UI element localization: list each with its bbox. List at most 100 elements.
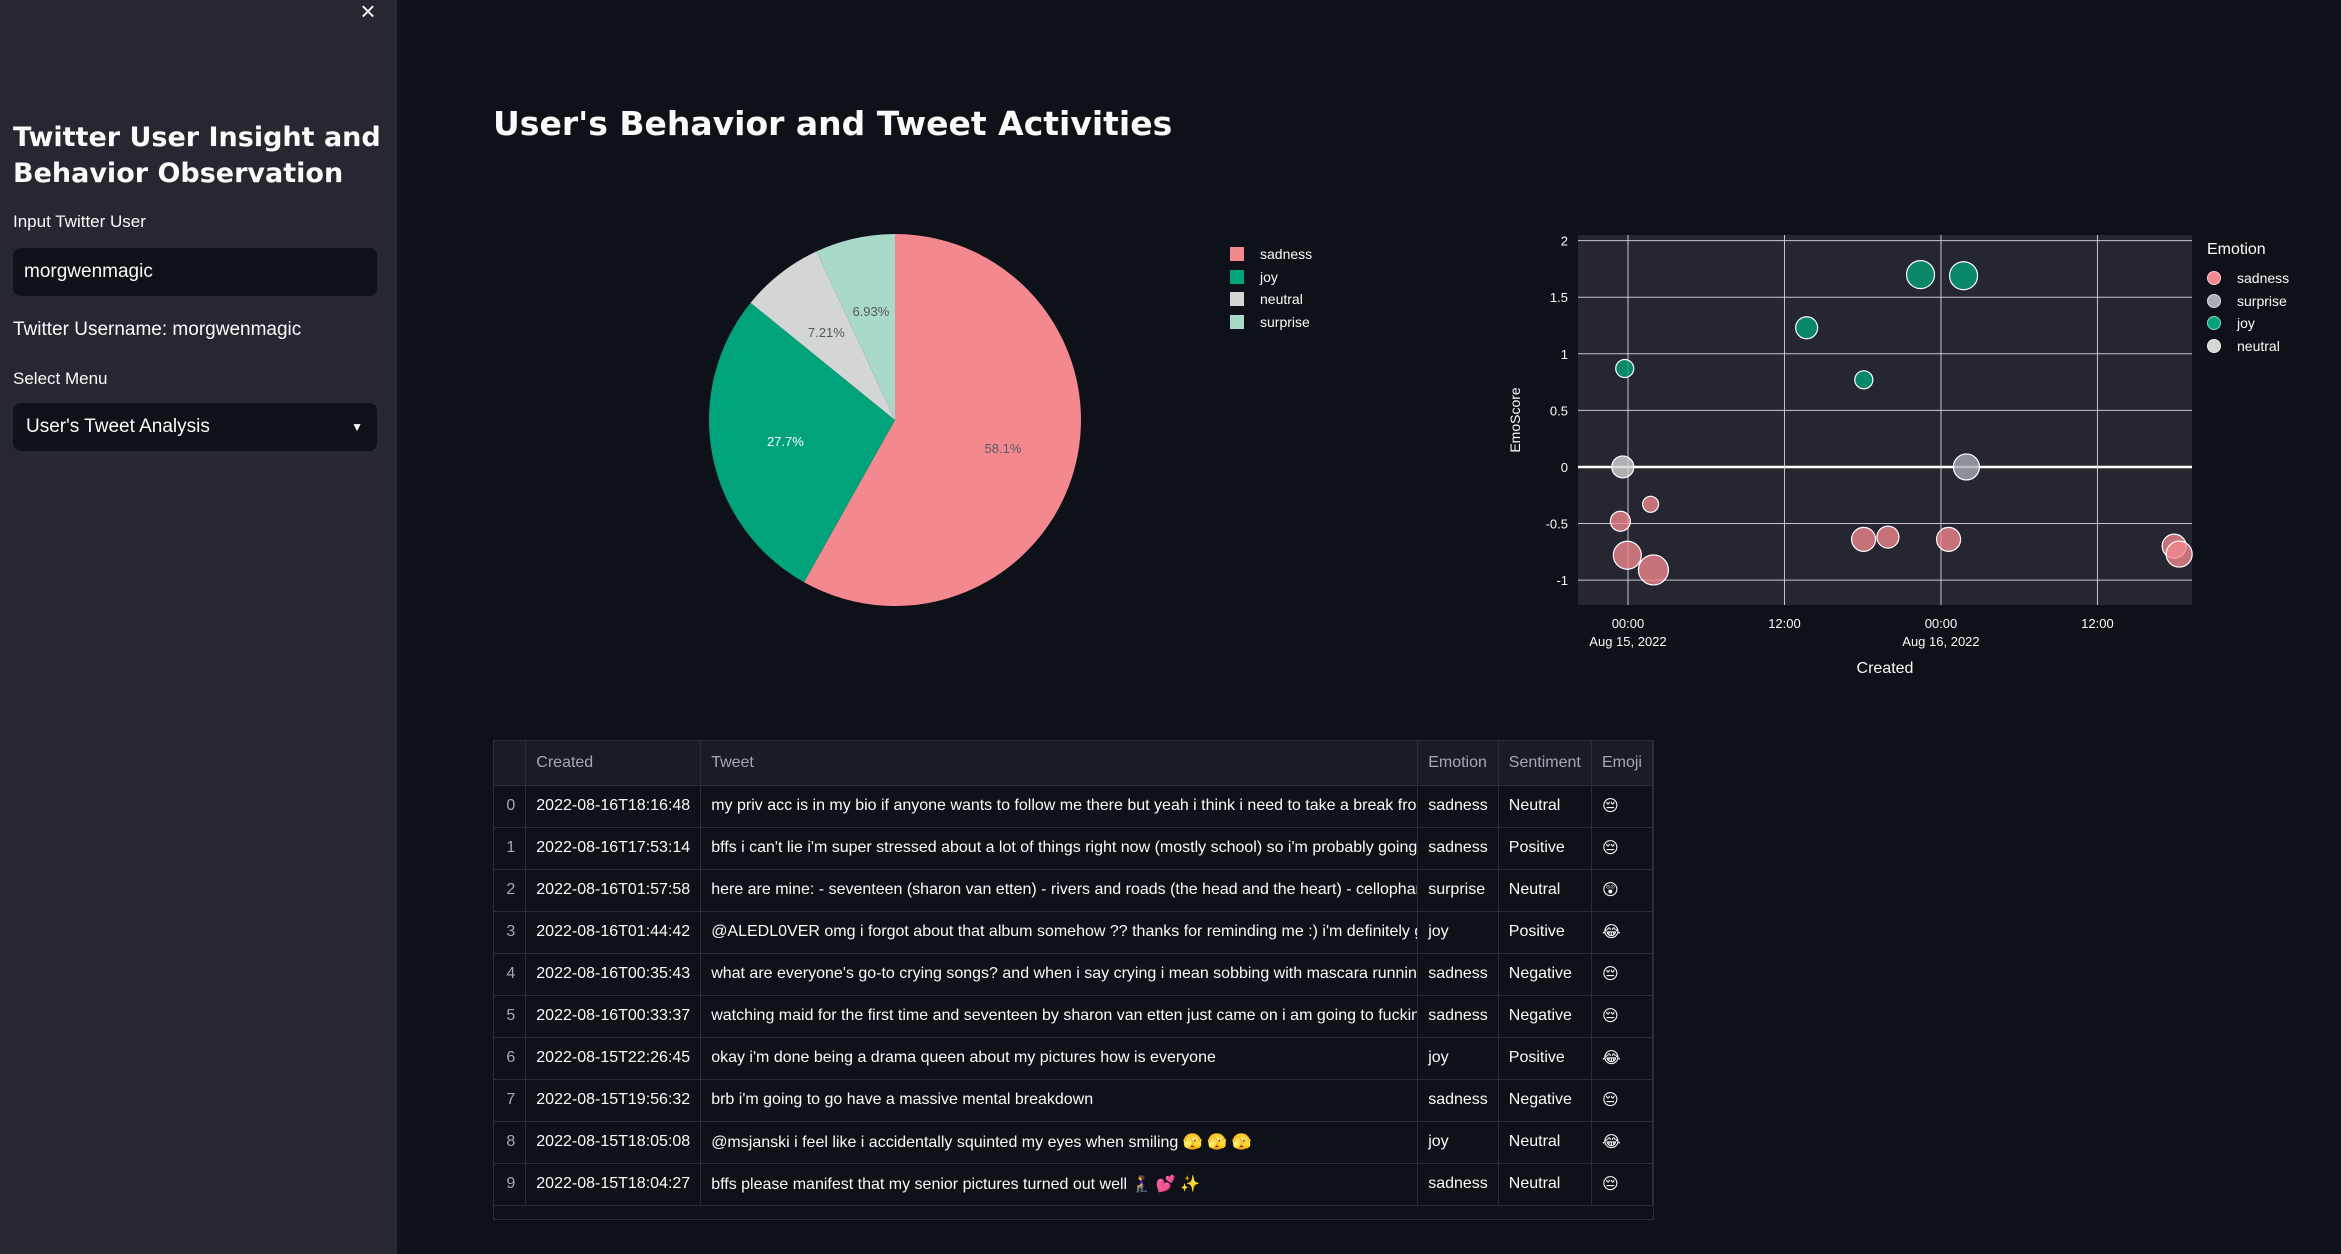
cell-tweet[interactable]: my priv acc is in my bio if anyone wants… — [700, 785, 1419, 828]
row-index[interactable]: 4 — [494, 953, 527, 996]
cell-tweet[interactable]: @msjanski i feel like i accidentally squ… — [700, 1121, 1419, 1164]
cell-emoji[interactable]: 😂 — [1591, 1037, 1653, 1080]
scatter-legend-item-joy[interactable]: joy — [2207, 312, 2289, 335]
column-header[interactable]: Tweet — [700, 741, 1419, 786]
pie-slice-sadness[interactable] — [804, 234, 1081, 606]
row-index[interactable]: 2 — [494, 869, 527, 912]
scatter-legend-item-surprise[interactable]: surprise — [2207, 290, 2289, 313]
pie-slice-neutral[interactable] — [750, 251, 895, 420]
cell-emotion[interactable]: sadness — [1417, 1079, 1499, 1122]
cell-emotion[interactable]: sadness — [1417, 785, 1499, 828]
cell-sentiment[interactable]: Negative — [1498, 1079, 1592, 1122]
cell-tweet[interactable]: here are mine: - seventeen (sharon van e… — [700, 869, 1419, 912]
cell-emoji[interactable]: 😲 — [1591, 869, 1653, 912]
cell-sentiment[interactable]: Neutral — [1498, 785, 1592, 828]
table-row[interactable]: 2 2022-08-16T01:57:58 here are mine: - sev… — [494, 869, 1653, 912]
scatter-point-sadness — [1935, 526, 1962, 552]
scatter-point-joy — [1615, 358, 1635, 379]
pie-slice-joy[interactable] — [709, 302, 895, 583]
column-header[interactable] — [494, 741, 527, 786]
cell-sentiment[interactable]: Neutral — [1498, 869, 1592, 912]
table-row[interactable]: 5 2022-08-16T00:33:37 watching maid for th… — [494, 995, 1653, 1038]
pie-legend-item-sadness[interactable]: sadness — [1230, 243, 1312, 266]
cell-tweet[interactable]: watching maid for the first time and sev… — [700, 995, 1419, 1038]
cell-emotion[interactable]: sadness — [1417, 827, 1499, 870]
column-header[interactable]: Created — [525, 741, 702, 786]
scatter-legend-item-neutral[interactable]: neutral — [2207, 335, 2289, 358]
twitter-user-input[interactable]: morgwenmagic — [13, 248, 377, 296]
cell-emotion[interactable]: joy — [1417, 911, 1499, 954]
table-row[interactable]: 6 2022-08-15T22:26:45 okay i'm done being … — [494, 1037, 1653, 1080]
column-header[interactable]: Emotion — [1417, 741, 1499, 786]
cell-created[interactable]: 2022-08-16T18:16:48 — [525, 785, 702, 828]
legend-dot — [2207, 271, 2221, 286]
tweets-table[interactable]: Created Tweet Emotion Sentiment Emoji 0 2022-… — [493, 740, 1654, 1220]
cell-tweet[interactable]: brb i'm going to go have a massive menta… — [700, 1079, 1419, 1122]
column-header[interactable]: Emoji — [1591, 741, 1653, 786]
row-index[interactable]: 8 — [494, 1121, 527, 1164]
y-axis-label: EmoScore — [1507, 387, 1523, 453]
row-index[interactable]: 3 — [494, 911, 527, 954]
cell-created[interactable]: 2022-08-16T00:33:37 — [525, 995, 702, 1038]
scatter-legend-item-sadness[interactable]: sadness — [2207, 267, 2289, 290]
table-row[interactable]: 8 2022-08-15T18:05:08 @msjanski i feel lik… — [494, 1121, 1653, 1164]
table-row[interactable]: 0 2022-08-16T18:16:48 my priv acc is in my… — [494, 785, 1653, 828]
row-index[interactable]: 1 — [494, 827, 527, 870]
menu-select-value: User's Tweet Analysis — [26, 416, 210, 437]
table-row[interactable]: 1 2022-08-16T17:53:14 bffs i can't lie i'm… — [494, 827, 1653, 870]
row-index[interactable]: 9 — [494, 1163, 527, 1206]
cell-created[interactable]: 2022-08-15T18:04:27 — [525, 1163, 702, 1206]
menu-select[interactable]: User's Tweet Analysis ▼ — [13, 403, 377, 451]
cell-sentiment[interactable]: Neutral — [1498, 1163, 1592, 1206]
cell-emoji[interactable]: 😂 — [1591, 911, 1653, 954]
cell-emoji[interactable]: 😔 — [1591, 827, 1653, 870]
close-sidebar-icon[interactable]: × — [360, 0, 376, 26]
row-index[interactable]: 6 — [494, 1037, 527, 1080]
select-menu-label: Select Menu — [13, 369, 108, 388]
cell-created[interactable]: 2022-08-15T18:05:08 — [525, 1121, 702, 1164]
cell-emotion[interactable]: joy — [1417, 1121, 1499, 1164]
cell-tweet[interactable]: okay i'm done being a drama queen about … — [700, 1037, 1419, 1080]
cell-sentiment[interactable]: Positive — [1498, 911, 1592, 954]
cell-sentiment[interactable]: Neutral — [1498, 1121, 1592, 1164]
cell-emoji[interactable]: 😔 — [1591, 953, 1653, 996]
pie-legend-item-joy[interactable]: joy — [1230, 266, 1312, 289]
cell-emotion[interactable]: sadness — [1417, 953, 1499, 996]
cell-tweet[interactable]: @ALEDL0VER omg i forgot about that album… — [700, 911, 1419, 954]
row-index[interactable]: 0 — [494, 785, 527, 828]
cell-sentiment[interactable]: Positive — [1498, 827, 1592, 870]
column-header[interactable]: Sentiment — [1498, 741, 1592, 786]
cell-created[interactable]: 2022-08-15T19:56:32 — [525, 1079, 702, 1122]
row-index[interactable]: 5 — [494, 995, 527, 1038]
scatter-point-sadness — [2165, 540, 2193, 568]
emotion-pie-chart: 58.1% 27.7% 7.21% 6.93% — [709, 234, 1081, 606]
cell-sentiment[interactable]: Negative — [1498, 953, 1592, 996]
cell-sentiment[interactable]: Positive — [1498, 1037, 1592, 1080]
cell-tweet[interactable]: what are everyone's go-to crying songs? … — [700, 953, 1419, 996]
cell-tweet[interactable]: bffs i can't lie i'm super stressed abou… — [700, 827, 1419, 870]
row-index[interactable]: 7 — [494, 1079, 527, 1122]
cell-emoji[interactable]: 😔 — [1591, 1079, 1653, 1122]
cell-emoji[interactable]: 😔 — [1591, 785, 1653, 828]
cell-tweet[interactable]: bffs please manifest that my senior pict… — [700, 1163, 1419, 1206]
pie-legend-item-surprise[interactable]: surprise — [1230, 311, 1312, 334]
cell-emotion[interactable]: sadness — [1417, 1163, 1499, 1206]
table-row[interactable]: 4 2022-08-16T00:35:43 what are everyone's … — [494, 953, 1653, 996]
pie-legend-item-neutral[interactable]: neutral — [1230, 288, 1312, 311]
cell-created[interactable]: 2022-08-16T00:35:43 — [525, 953, 702, 996]
cell-emoji[interactable]: 😔 — [1591, 1163, 1653, 1206]
cell-emotion[interactable]: joy — [1417, 1037, 1499, 1080]
table-row[interactable]: 9 2022-08-15T18:04:27 bffs please manifest… — [494, 1163, 1653, 1206]
cell-sentiment[interactable]: Negative — [1498, 995, 1592, 1038]
cell-emoji[interactable]: 😔 — [1591, 995, 1653, 1038]
cell-emoji[interactable]: 😂 — [1591, 1121, 1653, 1164]
cell-emotion[interactable]: sadness — [1417, 995, 1499, 1038]
cell-created[interactable]: 2022-08-16T01:44:42 — [525, 911, 702, 954]
cell-created[interactable]: 2022-08-16T01:57:58 — [525, 869, 702, 912]
cell-created[interactable]: 2022-08-15T22:26:45 — [525, 1037, 702, 1080]
pie-slice-surprise[interactable] — [816, 234, 895, 420]
table-row[interactable]: 3 2022-08-16T01:44:42 @ALEDL0VER omg i for… — [494, 911, 1653, 954]
table-row[interactable]: 7 2022-08-15T19:56:32 brb i'm going to go … — [494, 1079, 1653, 1122]
cell-created[interactable]: 2022-08-16T17:53:14 — [525, 827, 702, 870]
cell-emotion[interactable]: surprise — [1417, 869, 1499, 912]
